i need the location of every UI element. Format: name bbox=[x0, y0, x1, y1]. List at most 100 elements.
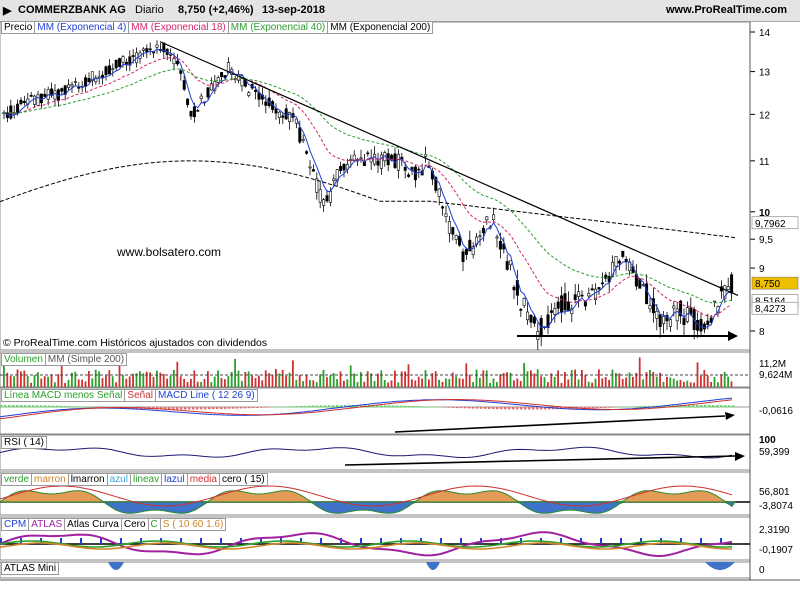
legend-macd-line[interactable]: MACD Line ( 12 26 9) bbox=[154, 389, 258, 402]
volume-bar bbox=[417, 376, 420, 387]
candle-body bbox=[529, 314, 533, 323]
candle-body bbox=[444, 213, 448, 217]
legend-ema18[interactable]: MM (Exponencial 18) bbox=[128, 21, 229, 34]
legend-lazul[interactable]: lazul bbox=[161, 473, 188, 486]
header-arrow-icon[interactable]: ▶ bbox=[3, 5, 12, 17]
legend-volume[interactable]: Volumen bbox=[1, 353, 46, 366]
candle-body bbox=[587, 293, 591, 297]
candle-body bbox=[131, 55, 135, 57]
candle-body bbox=[141, 48, 145, 51]
legend-marron[interactable]: marron bbox=[31, 473, 69, 486]
volume-bar bbox=[730, 381, 733, 387]
volume-bar bbox=[356, 382, 359, 387]
candle-body bbox=[600, 282, 604, 285]
macd-hist-bar bbox=[276, 406, 279, 408]
volume-bar bbox=[162, 373, 165, 387]
volume-bar bbox=[533, 373, 536, 387]
legend-verde[interactable]: verde bbox=[1, 473, 33, 486]
macd-hist-bar bbox=[712, 405, 715, 408]
legend-ema40[interactable]: MM (Exponencial 40) bbox=[227, 21, 329, 34]
macd-hist-bar bbox=[644, 405, 647, 408]
volume-bar bbox=[428, 379, 430, 387]
candle-body bbox=[29, 94, 33, 97]
rsi-line bbox=[0, 446, 733, 459]
volume-bar bbox=[407, 364, 410, 387]
macd-hist-bar bbox=[544, 407, 547, 410]
volume-bar bbox=[241, 381, 243, 387]
cpm-c-line bbox=[0, 540, 733, 548]
macd-hist-bar bbox=[592, 407, 595, 409]
volume-bar bbox=[727, 376, 729, 387]
macd-hist-bar bbox=[280, 406, 283, 408]
volume-bar bbox=[67, 379, 70, 387]
legend-atlas-mini[interactable]: ATLAS Mini bbox=[1, 562, 60, 575]
volume-bar bbox=[111, 376, 114, 387]
volume-bar bbox=[451, 372, 454, 387]
volume-bar bbox=[550, 373, 553, 387]
y-tick-label: 9 bbox=[759, 264, 765, 275]
legend-c[interactable]: C bbox=[147, 518, 161, 531]
volume-bar bbox=[458, 378, 461, 387]
macd-hist-bar bbox=[612, 407, 615, 408]
ema200-line bbox=[0, 160, 736, 239]
legend-cpm[interactable]: CPM bbox=[1, 518, 30, 531]
volume-bar bbox=[60, 361, 63, 387]
candle-body bbox=[689, 307, 693, 315]
macd-hist-bar bbox=[40, 405, 43, 408]
macd-hist-bar bbox=[72, 406, 75, 408]
volume-bar bbox=[499, 374, 502, 387]
volume-bar bbox=[438, 379, 440, 387]
candle-body bbox=[16, 103, 20, 114]
atlas-mini-area bbox=[426, 562, 440, 570]
legend-cero-cpm[interactable]: Cero bbox=[120, 518, 149, 531]
legend-ema200[interactable]: MM (Exponencial 200) bbox=[327, 21, 434, 34]
candle-body bbox=[434, 176, 438, 191]
legend-atlas-curva[interactable]: Atlas Curva bbox=[64, 518, 122, 531]
macd-hist-bar bbox=[324, 405, 327, 408]
legend-cero[interactable]: cero ( 15) bbox=[218, 473, 268, 486]
volume-bar bbox=[288, 372, 291, 387]
legend-lmarron[interactable]: lmarron bbox=[67, 473, 108, 486]
legend-price[interactable]: Precio bbox=[1, 21, 36, 34]
candle-body bbox=[509, 260, 513, 266]
candle-body bbox=[325, 195, 329, 202]
macd-hist-bar bbox=[360, 405, 363, 408]
candle-body bbox=[247, 92, 251, 96]
rsi-tag: 59,399 bbox=[759, 447, 790, 458]
candle-body bbox=[723, 285, 727, 300]
candle-body bbox=[573, 294, 577, 300]
candle-body bbox=[672, 305, 676, 309]
volume-bar bbox=[309, 379, 311, 387]
legend-azul[interactable]: azul bbox=[106, 473, 131, 486]
volume-bar bbox=[336, 379, 338, 387]
macd-hist-bar bbox=[456, 407, 459, 409]
candle-body bbox=[90, 71, 94, 81]
candle-body bbox=[182, 80, 186, 90]
volume-bar bbox=[16, 369, 19, 387]
volume-bar bbox=[608, 379, 610, 387]
legend-lineav[interactable]: lineav bbox=[129, 473, 163, 486]
volume-bar bbox=[564, 372, 566, 387]
legend-atlas[interactable]: ATLAS bbox=[28, 518, 66, 531]
volume-bar bbox=[149, 372, 151, 387]
macd-hist-bar bbox=[372, 405, 375, 408]
macd-hist-bar bbox=[204, 407, 207, 410]
legend-macd-hist[interactable]: Línea MACD menos Señal bbox=[1, 389, 126, 402]
volume-bar bbox=[645, 372, 648, 387]
legend-s[interactable]: S ( 10 60 1.6) bbox=[159, 518, 227, 531]
volume-bar bbox=[142, 373, 145, 387]
candle-body bbox=[36, 94, 40, 106]
volume-bar bbox=[720, 374, 723, 387]
legend-rsi[interactable]: RSI ( 14) bbox=[1, 436, 48, 449]
macd-divergence-line bbox=[394, 415, 726, 433]
candle-body bbox=[298, 127, 302, 143]
macd-hist-bar bbox=[716, 405, 719, 408]
volume-bar bbox=[717, 382, 719, 387]
volume-bar bbox=[468, 374, 471, 387]
legend-macd-signal[interactable]: Señal bbox=[124, 389, 156, 402]
legend-ema4[interactable]: MM (Exponencial 4) bbox=[34, 21, 130, 34]
legend-volume-ma[interactable]: MM (Simple 200) bbox=[44, 353, 128, 366]
legend-media[interactable]: media bbox=[186, 473, 220, 486]
candle-body bbox=[662, 315, 666, 324]
